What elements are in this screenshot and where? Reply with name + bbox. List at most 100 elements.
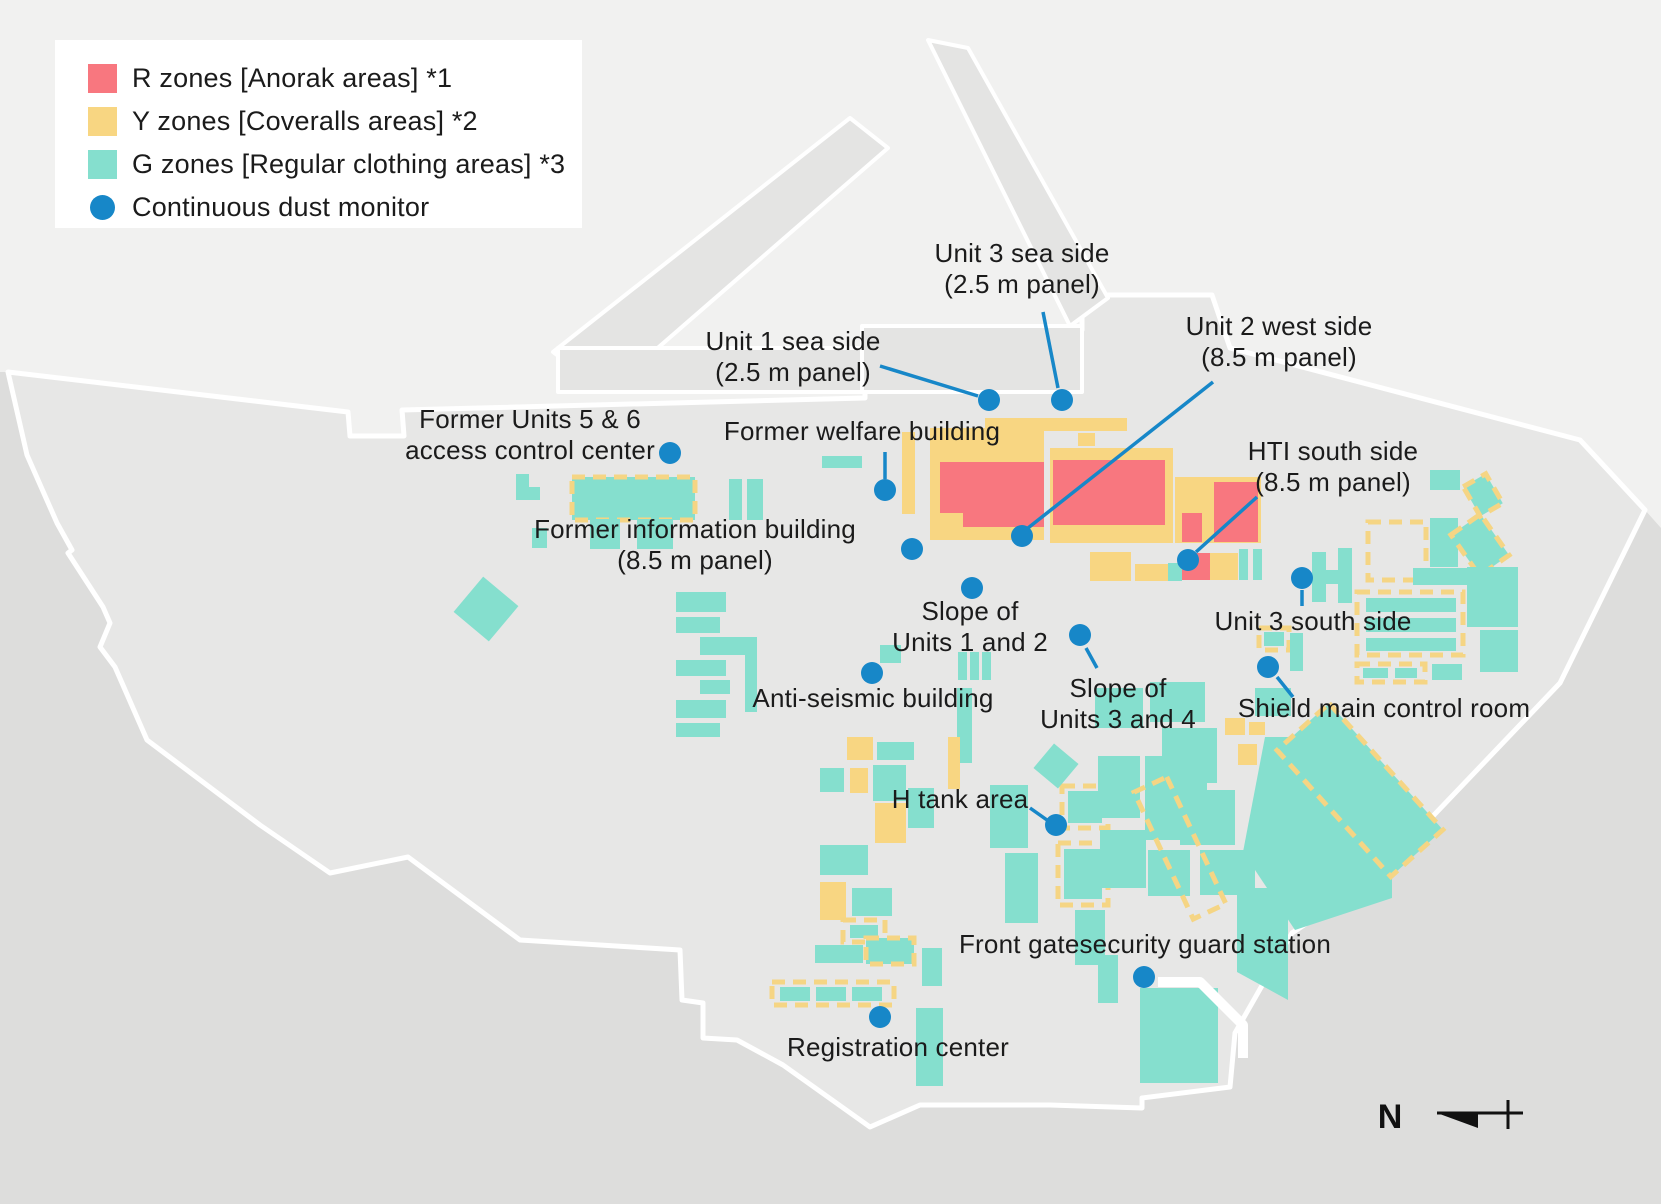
r-zone-area <box>1053 460 1165 525</box>
g-zone-area <box>873 765 906 801</box>
g-zone-area <box>780 987 810 1001</box>
map-label-slope-of-units-1-and-2: Slope of Units 1 and 2 <box>892 596 1048 657</box>
g-zone-area <box>880 645 901 663</box>
legend-item-g-zones: G zones [Regular clothing areas] *3 <box>88 146 582 182</box>
g-zone-area <box>1366 618 1456 632</box>
g-zone-area <box>922 948 942 986</box>
map-label-line: Anti-seismic building <box>752 683 993 713</box>
dust-monitor-marker-icon <box>90 194 115 220</box>
y-zone-area <box>820 882 846 920</box>
dust-monitor-dot-h-tank-area <box>1045 814 1067 836</box>
dust-monitor-dot-unit-1-sea-side <box>978 389 1000 411</box>
map-label-line: Unit 3 sea side <box>935 238 1110 268</box>
map-label-registration-center: Registration center <box>787 1032 1009 1062</box>
legend-item-label: Continuous dust monitor <box>132 191 430 222</box>
map-label-line: Slope of <box>1069 673 1167 703</box>
y-zone-dashed-outline <box>1354 661 1428 685</box>
g-zone-area <box>1148 850 1190 896</box>
g-zone-area <box>1432 664 1462 680</box>
y-zone-area <box>902 432 915 514</box>
map-label-h-tank-area: H tank area <box>892 784 1029 814</box>
g-zones-marker-icon <box>88 149 117 179</box>
map-label-unit-1-sea-side: Unit 1 sea side (2.5 m panel) <box>706 326 881 387</box>
g-zone-area <box>1100 830 1146 888</box>
g-zone-area <box>1366 638 1456 651</box>
g-zone-area <box>1430 518 1458 567</box>
dust-monitor-dot-slope-of-units-1-and-2 <box>961 577 983 599</box>
g-zone-area <box>676 660 726 676</box>
g-zone-area <box>1237 888 1288 1000</box>
y-zones-marker-icon <box>88 106 117 136</box>
legend-item-y-zones: Y zones [Coveralls areas] *2 <box>88 103 582 139</box>
legend-item-dust-monitor: Continuous dust monitor <box>88 189 582 225</box>
g-zone-area <box>820 845 868 875</box>
g-zone-dashed-area <box>1447 510 1513 580</box>
g-zone-area <box>637 519 673 549</box>
dust-monitor-dot-former-units-5-6-access-control-center <box>659 442 681 464</box>
g-zone-area <box>529 487 540 500</box>
g-zone-area <box>1290 633 1303 671</box>
map-label-line: Shield main control room <box>1238 693 1530 723</box>
r-zone-area <box>1214 482 1258 542</box>
legend-item-label: G zones [Regular clothing areas] *3 <box>132 148 566 179</box>
y-zone-dashed-outline <box>1256 625 1292 653</box>
y-zone-area <box>1249 722 1265 735</box>
g-zone-area <box>1430 470 1460 490</box>
y-zone-dashed-outline <box>1365 519 1429 583</box>
g-zone-area <box>532 528 547 548</box>
y-zone-dashed-outline <box>1130 773 1230 923</box>
access-road <box>1158 977 1248 1058</box>
g-zone-area <box>1312 552 1326 602</box>
g-zone-area <box>453 576 519 642</box>
g-zone-area <box>1467 567 1518 627</box>
y-zone-area <box>1090 552 1131 581</box>
g-zone-area <box>1068 791 1102 823</box>
map-label-line: Former information building <box>534 514 856 544</box>
dust-monitor-dot-anti-seismic-building <box>861 662 883 684</box>
g-zone-area <box>1098 955 1118 1003</box>
legend-item-label: R zones [Anorak areas] *1 <box>132 62 453 93</box>
g-zone-area <box>1480 630 1518 672</box>
g-zone-area <box>1095 688 1143 728</box>
map-label-line: Former welfare building <box>724 416 1000 446</box>
g-zone-area <box>1162 728 1217 783</box>
dust-monitor-dot-registration-center <box>869 1006 891 1028</box>
dust-monitor-dot-shield-main-control-room <box>1257 656 1279 678</box>
g-zone-area <box>1326 570 1338 584</box>
g-zone-area <box>816 987 846 1001</box>
map-label-line: Slope of <box>921 596 1019 626</box>
map-label-line: (2.5 m panel) <box>944 269 1100 299</box>
legend-item-r-zones: R zones [Anorak areas] *1 <box>88 60 582 96</box>
map-label-line: access control center <box>405 435 655 465</box>
g-zone-area <box>877 742 914 760</box>
compass-arrow-icon <box>1437 1113 1478 1128</box>
g-zone-area <box>516 474 529 500</box>
y-zone-area <box>1135 564 1170 581</box>
legend-panel: R zones [Anorak areas] *1 Y zones [Covera… <box>55 40 582 228</box>
leader-line-unit-1-sea-side <box>879 364 979 398</box>
map-label-line: (8.5 m panel) <box>1201 342 1357 372</box>
g-zone-area <box>1264 632 1284 646</box>
g-zone-dashed-area <box>1459 470 1507 520</box>
map-label-unit-3-south-side: Unit 3 south side <box>1214 606 1411 636</box>
g-zone-area <box>970 652 979 680</box>
g-zone-area <box>590 519 620 549</box>
dust-monitor-dot-front-gate-security-guard-station <box>1133 966 1155 988</box>
breakwater-pier <box>926 38 1110 328</box>
g-zone-area <box>1395 668 1417 678</box>
g-zone-area <box>1180 790 1235 845</box>
g-zone-area <box>982 652 991 680</box>
map-label-line: Registration center <box>787 1032 1009 1062</box>
y-zone-dashed-outline <box>769 979 897 1008</box>
g-zone-dashed-area <box>1273 699 1447 881</box>
g-zone-area <box>729 479 742 520</box>
map-label-former-welfare-building: Former welfare building <box>724 416 1000 446</box>
dust-monitor-dot-former-information-building <box>901 538 923 560</box>
dust-monitor-dot-slope-of-units-3-and-4 <box>1069 624 1091 646</box>
map-label-hti-south-side: HTI south side (8.5 m panel) <box>1248 436 1418 497</box>
g-zone-area <box>747 479 763 520</box>
compass-north-label: N <box>1378 1098 1403 1136</box>
leader-line-shield-main-control-room <box>1275 675 1295 699</box>
map-label-line: Front gatesecurity guard station <box>959 929 1331 959</box>
y-zone-area <box>847 737 873 760</box>
